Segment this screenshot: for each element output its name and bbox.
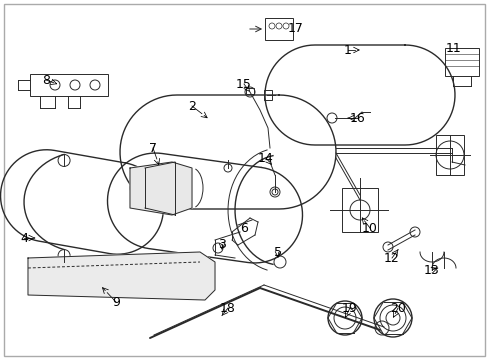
Bar — [30, 74, 108, 96]
Bar — [341, 188, 377, 232]
Text: 5: 5 — [273, 246, 282, 258]
Bar — [444, 48, 478, 76]
Text: 15: 15 — [236, 77, 251, 90]
Bar — [264, 18, 292, 40]
Text: 9: 9 — [112, 296, 120, 309]
Text: 13: 13 — [423, 264, 439, 276]
Text: 11: 11 — [445, 41, 461, 54]
Text: 20: 20 — [389, 302, 405, 315]
Text: 19: 19 — [342, 302, 357, 315]
Bar — [264, 90, 271, 100]
Bar — [435, 135, 463, 175]
Text: 3: 3 — [218, 238, 225, 251]
Text: 8: 8 — [42, 73, 50, 86]
Text: 6: 6 — [240, 221, 247, 234]
Polygon shape — [28, 252, 215, 300]
Text: 2: 2 — [188, 99, 196, 112]
Text: 12: 12 — [384, 252, 399, 265]
Text: 10: 10 — [361, 221, 377, 234]
Text: 17: 17 — [287, 22, 304, 35]
Text: 18: 18 — [220, 302, 235, 315]
Text: 14: 14 — [258, 152, 273, 165]
Text: 16: 16 — [349, 112, 365, 125]
Polygon shape — [130, 162, 192, 215]
Text: 4: 4 — [20, 231, 28, 244]
Text: 7: 7 — [149, 141, 157, 154]
Text: 1: 1 — [344, 44, 351, 57]
Bar — [245, 88, 253, 94]
